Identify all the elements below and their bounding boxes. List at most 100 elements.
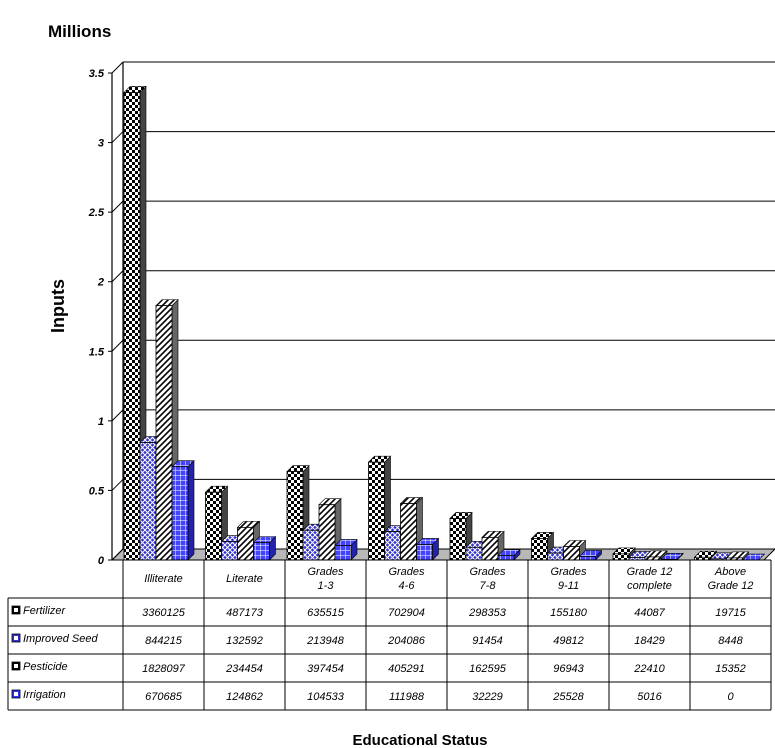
y-axis-label: Inputs [48, 279, 68, 333]
bar-front [237, 526, 254, 561]
bar-front [205, 491, 222, 561]
table-cell: 204086 [387, 635, 426, 647]
table-cell: 0 [727, 691, 734, 703]
category-label: Grade 12 [627, 566, 673, 578]
table-cell: 91454 [472, 635, 503, 647]
category-label: 4-6 [399, 580, 416, 592]
table-cell: 104533 [307, 691, 345, 703]
bar-side [187, 459, 195, 561]
category-label: Literate [226, 573, 263, 585]
table-cell: 1828097 [142, 663, 186, 675]
legend-key-inner [14, 692, 18, 696]
table-cell: 49812 [553, 635, 584, 647]
table-cell: 132592 [226, 635, 263, 647]
bar-front [155, 305, 173, 561]
gridline-side [111, 339, 124, 352]
legend-key-inner [14, 664, 18, 668]
bar-front [449, 518, 467, 561]
gridline-side [111, 131, 124, 143]
category-label: Grade 12 [708, 580, 754, 592]
bar-front [612, 553, 630, 561]
category-label: 9-11 [558, 580, 579, 592]
table-cell: 298353 [468, 607, 507, 619]
bar-front [171, 466, 189, 561]
bar-irrigation [415, 537, 440, 561]
table-cell: 844215 [145, 635, 183, 647]
y-tick-label: 3 [98, 138, 104, 150]
table-cell: 44087 [634, 607, 665, 619]
gridline-side [111, 479, 124, 491]
y-tick-label: 1 [98, 416, 104, 428]
category-label: Grades [388, 566, 425, 578]
bar-irrigation [334, 538, 358, 561]
bar-irrigation [578, 549, 603, 561]
gridline-side [111, 61, 124, 74]
legend-label: Improved Seed [23, 633, 98, 645]
table-cell: 213948 [306, 635, 345, 647]
category-label: complete [627, 580, 672, 592]
table-cell: 25528 [552, 691, 584, 703]
category-label: 1-3 [318, 580, 335, 592]
table-cell: 18429 [634, 635, 665, 647]
unit-label: Millions [48, 22, 111, 41]
table-cell: 5016 [637, 691, 662, 703]
table-cell: 8448 [718, 635, 743, 647]
bar-front [481, 536, 499, 561]
table-cell: 32229 [472, 691, 503, 703]
category-label: Grades [550, 566, 587, 578]
table-cell: 19715 [715, 607, 746, 619]
bar-front [334, 545, 352, 561]
legend-key-inner [14, 608, 18, 612]
category-label: Grades [307, 566, 344, 578]
bar-front [531, 538, 548, 561]
gridline-side [111, 548, 124, 561]
table-cell: 635515 [307, 607, 345, 619]
table-cell: 487173 [226, 607, 264, 619]
category-label: Grades [469, 566, 506, 578]
bar-front [563, 546, 580, 561]
bar-irrigation [741, 553, 766, 561]
table-cell: 702904 [388, 607, 425, 619]
bar-front [368, 461, 385, 561]
table-cell: 162595 [469, 663, 507, 675]
bar-front [497, 555, 515, 561]
bar-front [547, 552, 564, 561]
y-tick-label: 3.5 [89, 68, 105, 80]
y-tick-label: 0.5 [89, 485, 105, 497]
x-axis-label: Educational Status [352, 732, 487, 748]
y-tick-label: 2.5 [88, 207, 105, 219]
legend-label: Pesticide [23, 661, 68, 673]
category-label: Above [714, 566, 746, 578]
table-cell: 397454 [307, 663, 344, 675]
y-tick-label: 0 [98, 555, 105, 567]
bar-front [253, 542, 270, 561]
bar-front [139, 442, 157, 561]
bar-front [384, 531, 401, 561]
legend-label: Fertilizer [23, 605, 67, 617]
bar-front [286, 471, 304, 561]
bar-irrigation [252, 535, 277, 561]
table-cell: 234454 [225, 663, 263, 675]
bar-irrigation [497, 548, 521, 561]
bar-front [318, 504, 336, 561]
table-cell: 96943 [553, 663, 584, 675]
bar-front [302, 529, 320, 561]
bars-layer [123, 85, 766, 561]
table-cell: 3360125 [142, 607, 186, 619]
y-tick-label: 2 [97, 277, 104, 289]
table-cell: 111988 [389, 691, 425, 703]
bar-front [465, 546, 483, 561]
table-cell: 124862 [226, 691, 263, 703]
bar-irrigation [171, 459, 195, 561]
gridline-side [111, 270, 124, 283]
bar-front [221, 541, 238, 561]
category-label: Illiterate [144, 573, 183, 585]
category-label: 7-8 [480, 580, 497, 592]
plot-area: 0 0.5 1 1.5 2 2.5 3 3.5 [88, 61, 775, 567]
bar-front [416, 544, 433, 561]
gridline-side [111, 409, 124, 422]
bar-front [579, 556, 596, 561]
table-cell: 155180 [550, 607, 588, 619]
plot-wall [123, 62, 775, 549]
